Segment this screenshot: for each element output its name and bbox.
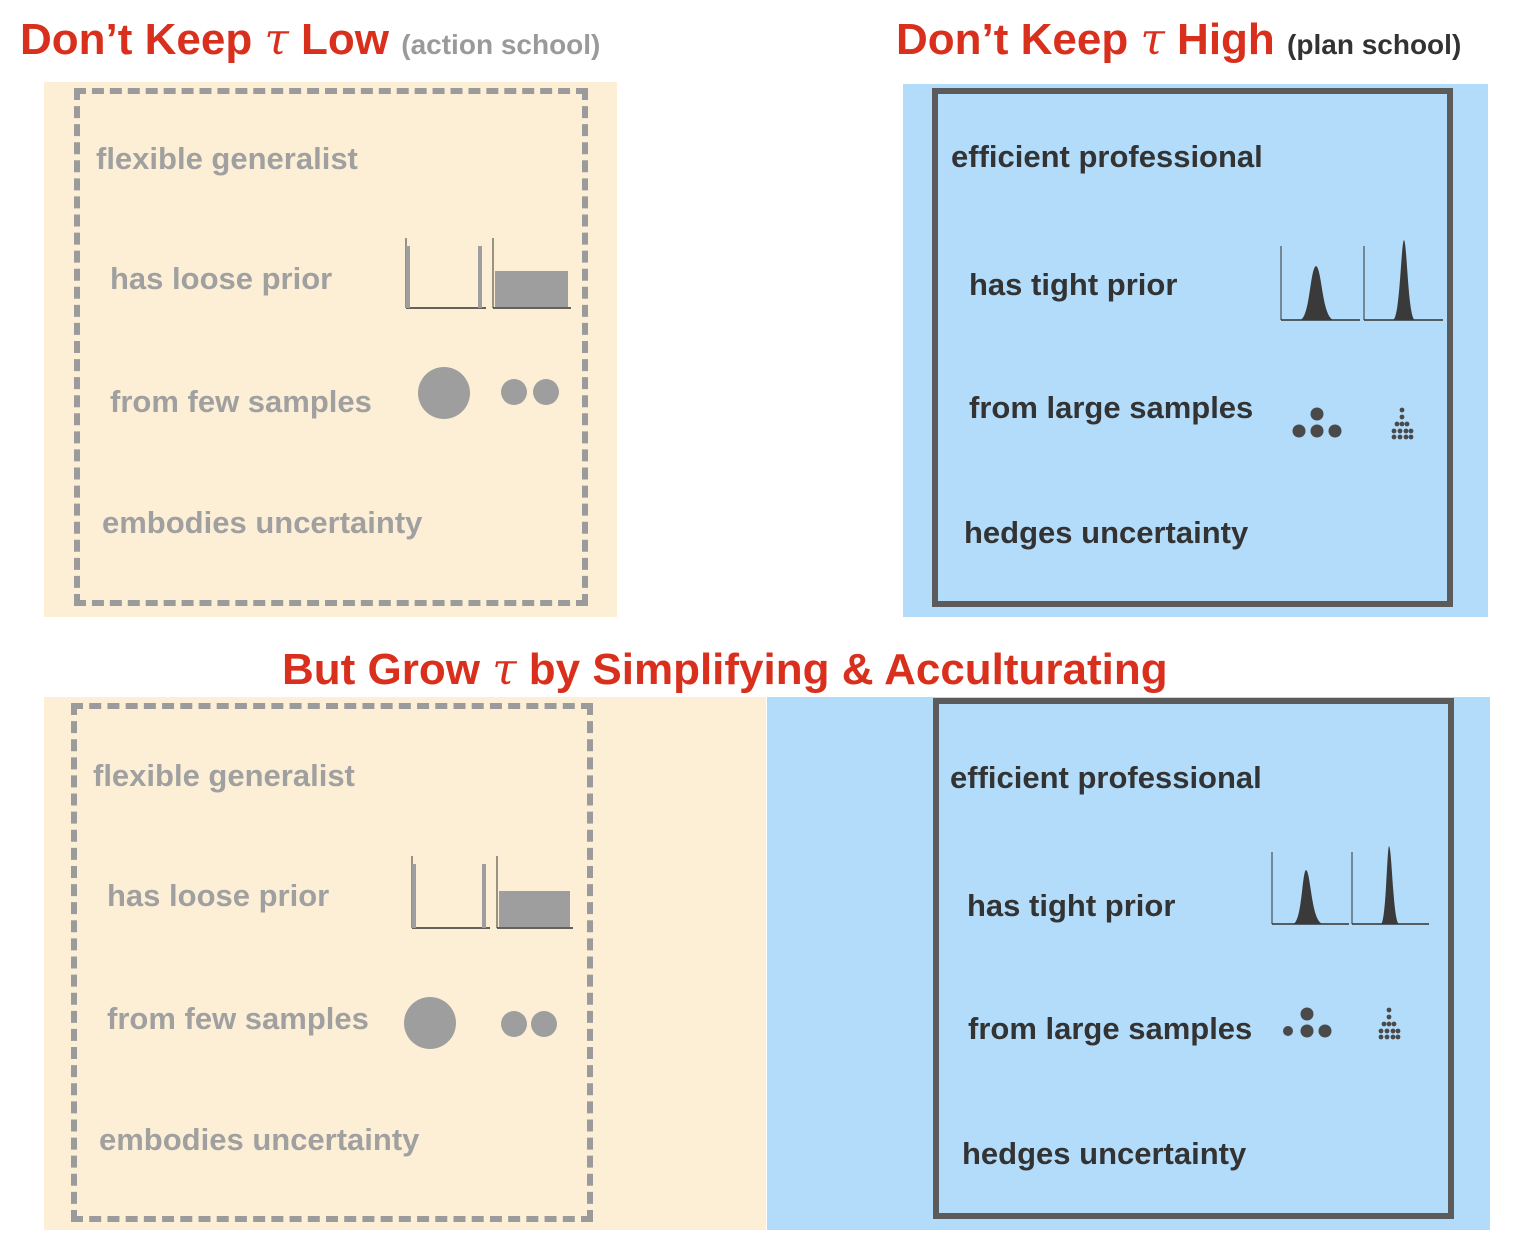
plan-school-solid-frame-top (932, 88, 1453, 607)
plan-prior-label-bottom: has tight prior (967, 888, 1176, 923)
loose-prior-plot-bottom-2 (496, 856, 573, 929)
plan-school-panel-top (903, 84, 1488, 617)
top-right-title-suffix: High (1177, 15, 1275, 64)
action-uncertainty-label-top: embodies uncertainty (102, 505, 423, 540)
action-uncertainty-label-bottom: embodies uncertainty (99, 1122, 420, 1157)
loose-prior-plot-top-2 (492, 238, 571, 309)
few-samples-large-dot-top (418, 367, 470, 419)
few-samples-two-dots-bottom (501, 1011, 557, 1037)
top-left-title: Don’t Keep τ Low (action school) (20, 18, 600, 62)
plan-role-label-top: efficient professional (951, 139, 1263, 174)
plan-prior-label-top: has tight prior (969, 267, 1178, 302)
plan-school-panel-bottom (767, 697, 1490, 1230)
plan-school-solid-frame-bottom (933, 698, 1454, 1219)
plan-uncertainty-label-bottom: hedges uncertainty (962, 1136, 1247, 1171)
tight-prior-plot-bottom-2 (1351, 846, 1429, 925)
action-school-panel-bottom (44, 697, 766, 1230)
action-prior-label-top: has loose prior (110, 261, 333, 296)
middle-tau-symbol: τ (492, 644, 517, 695)
action-school-dashed-frame-top (74, 88, 588, 606)
middle-title-prefix: But Grow (282, 645, 480, 694)
plan-uncertainty-label-top: hedges uncertainty (964, 515, 1249, 550)
tight-prior-plot-top-2 (1363, 240, 1443, 321)
plan-samples-label-top: from large samples (969, 390, 1254, 425)
top-left-title-suffix: Low (301, 15, 390, 64)
top-left-subtitle: (action school) (401, 29, 601, 60)
top-right-title: Don’t Keep τ High (plan school) (896, 18, 1461, 62)
loose-prior-plot-bottom-1 (411, 856, 490, 929)
plan-role-label-bottom: efficient professional (950, 760, 1262, 795)
top-left-tau-symbol: τ (264, 14, 289, 65)
tight-prior-plot-bottom-1 (1271, 852, 1349, 925)
plan-samples-label-bottom: from large samples (968, 1011, 1253, 1046)
large-samples-dots-bottom-2 (1378, 1007, 1401, 1040)
large-samples-dots-top-1 (1292, 407, 1342, 438)
top-right-tau-symbol: τ (1140, 14, 1165, 65)
top-right-title-prefix: Don’t Keep (896, 15, 1129, 64)
tight-prior-plot-top-1 (1280, 246, 1360, 321)
action-samples-label-top: from few samples (110, 384, 372, 419)
top-right-subtitle: (plan school) (1287, 29, 1462, 60)
middle-title: But Grow τ by Simplifying & Acculturatin… (282, 648, 1168, 692)
action-prior-label-bottom: has loose prior (107, 878, 330, 913)
action-school-panel-top (44, 82, 617, 617)
action-role-label-bottom: flexible generalist (93, 758, 355, 793)
action-samples-label-bottom: from few samples (107, 1001, 369, 1036)
large-samples-dots-bottom-1 (1283, 1007, 1332, 1038)
loose-prior-plot-top-1 (405, 238, 486, 309)
action-school-dashed-frame-bottom (71, 703, 593, 1222)
action-role-label-top: flexible generalist (96, 141, 358, 176)
large-samples-dots-top-2 (1391, 407, 1414, 440)
top-left-title-prefix: Don’t Keep (20, 15, 253, 64)
few-samples-large-dot-bottom (404, 997, 456, 1049)
middle-title-suffix: by Simplifying & Acculturating (528, 645, 1168, 694)
few-samples-two-dots-top (501, 379, 559, 405)
